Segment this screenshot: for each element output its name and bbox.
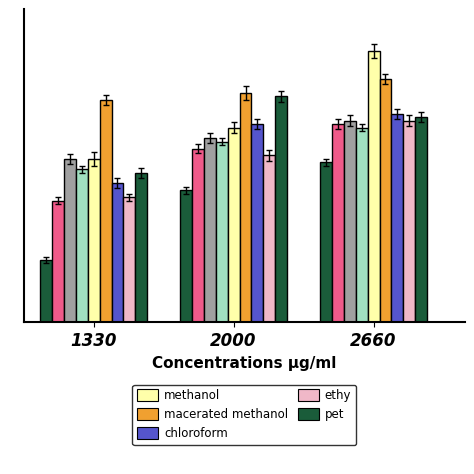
Bar [356, 128, 368, 322]
Bar [392, 114, 403, 322]
Bar [264, 155, 275, 322]
Bar [320, 163, 332, 322]
Bar [192, 148, 204, 322]
Bar [368, 51, 380, 322]
Bar [100, 100, 111, 322]
Bar [204, 138, 216, 322]
Bar [332, 124, 344, 322]
Bar [76, 169, 88, 322]
Bar [88, 159, 100, 322]
Bar [228, 128, 239, 322]
Bar [111, 183, 123, 322]
Bar [40, 260, 52, 322]
Bar [216, 142, 228, 322]
Bar [275, 96, 287, 322]
Bar [380, 79, 392, 322]
Legend: methanol, macerated methanol, chloroform, ethy, pet: methanol, macerated methanol, chloroform… [132, 384, 356, 445]
Bar [344, 121, 356, 322]
Bar [239, 93, 251, 322]
Bar [180, 190, 192, 322]
Bar [251, 124, 264, 322]
Bar [135, 173, 147, 322]
Bar [123, 197, 135, 322]
Bar [64, 159, 76, 322]
X-axis label: Concentrations µg/ml: Concentrations µg/ml [152, 356, 336, 371]
Bar [52, 201, 64, 322]
Bar [415, 117, 427, 322]
Bar [403, 121, 415, 322]
